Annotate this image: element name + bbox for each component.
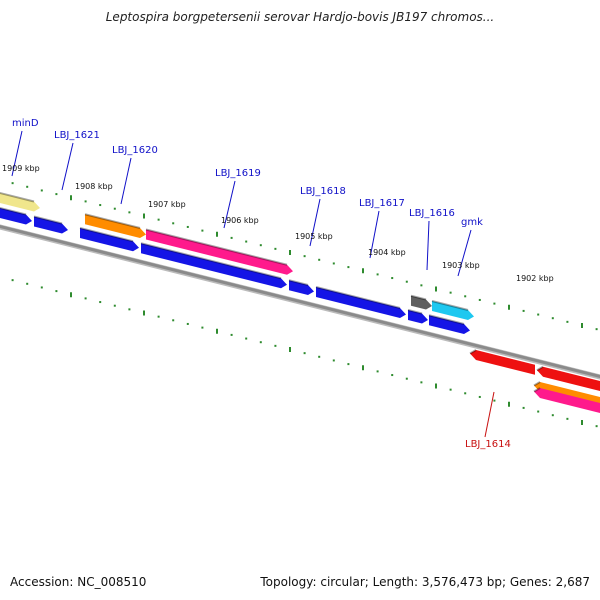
gene-arrow-lbj1618-cds[interactable] (288, 279, 314, 295)
gene-arrow-lbj1621-cds-edge (33, 215, 63, 225)
gene-label-lbj1620: LBJ_1620 (112, 145, 158, 156)
gene-arrow-lbj1616-cog-edge (410, 294, 427, 301)
gene-arrow-gmk-cog-body (432, 301, 474, 320)
gene-label-lbj1614: LBJ_1614 (465, 439, 511, 450)
map-title: Leptospira borgpetersenii serovar Hardjo… (105, 10, 495, 24)
gene-arrow-rev-cog-orange-edge (533, 381, 541, 387)
gene-arrow-lbj1619-cog-body (146, 229, 293, 275)
gene-arrow-lbj1613-cds-body (537, 366, 600, 391)
gene-arrow-lbj1613-cds-edge (536, 365, 544, 372)
gene-label-lbj1616: LBJ_1616 (409, 208, 455, 219)
gene-arrow-lbj1619-cog[interactable] (145, 228, 293, 275)
gene-callout-lbj1617[interactable]: LBJ_1617 (359, 198, 405, 259)
leader-line (61, 142, 74, 191)
accession-label: Accession: NC_008510 (10, 575, 147, 589)
topology-label: Topology: circular; Length: 3,576,473 bp… (260, 575, 590, 589)
gene-arrow-lbj1621-cds-body (34, 216, 68, 234)
gene-arrow-minD-cog-edge (0, 191, 35, 203)
gene-callout-lbj1621[interactable]: LBJ_1621 (54, 130, 100, 191)
gene-callout-lbj1618[interactable]: LBJ_1618 (300, 186, 346, 247)
backbone-ring (0, 224, 600, 380)
gene-arrow-lbj1620-cds-edge (79, 227, 134, 243)
gene-callouts: minD LBJ_1621 LBJ_1620 LBJ_1619 LBJ_1618 LBJ_… (11, 118, 511, 450)
leader-line (426, 220, 430, 271)
gene-arrow-lbj1620-cog-body (85, 214, 146, 238)
gene-arrow-lbj1617-cds[interactable] (315, 286, 406, 318)
gene-arrow-lbj1613-cds[interactable] (536, 365, 600, 394)
leader-line (484, 391, 495, 438)
gene-arrow-lbj1617-cds-body (316, 287, 406, 318)
gene-label-lbj1619: LBJ_1619 (215, 168, 261, 179)
gene-arrow-lbj1616-cog-body (411, 295, 432, 310)
gene-arrow-gmk-cog[interactable] (431, 300, 474, 320)
scale-labels: 1909 kbp 1908 kbp 1907 kbp 1906 kbp 1905 kbp… (2, 164, 554, 283)
leader-line (223, 180, 236, 229)
gene-arrow-lbj1620-cog[interactable] (84, 213, 146, 238)
gene-arrow-lbj1621-cds[interactable] (33, 215, 68, 234)
gene-arrow-lbj1620-cds[interactable] (79, 227, 139, 252)
gene-arrow-lbj1616-cds-body (408, 310, 428, 324)
leader-line (309, 198, 321, 247)
outer-tick-ring (11, 182, 598, 331)
gene-arrow-minD-cds-edge (0, 206, 27, 216)
gene-arrow-lbj1620-cds-body (80, 228, 139, 252)
gene-label-mind: minD (12, 118, 39, 129)
gene-label-gmk: gmk (461, 217, 483, 228)
gene-arrow-lbj1619-cds[interactable] (140, 242, 287, 289)
leader-line (457, 229, 472, 277)
gene-arrow-lbj1620-cog-edge (84, 213, 141, 229)
gene-arrow-lbj1619-cds-edge (140, 242, 282, 280)
gene-arrow-rev-cog-pink-edge (533, 387, 541, 393)
gene-arrow-lbj1619-cog-edge (145, 228, 288, 266)
gene-arrow-minD-cds[interactable] (0, 206, 32, 225)
gene-arrow-minD-cog-body (0, 193, 40, 212)
scale-label: 1902 kbp (516, 274, 554, 283)
gene-arrow-lbj1614-cds-edge (469, 349, 477, 355)
gene-arrow-lbj1619-cds-body (141, 243, 287, 289)
scale-label: 1907 kbp (148, 200, 186, 209)
backbone-line (0, 224, 600, 379)
gene-label-lbj1617: LBJ_1617 (359, 198, 405, 209)
leader-line (369, 210, 380, 259)
scale-label: 1903 kbp (442, 261, 480, 270)
gene-arrow-lbj1618-cds-edge (288, 279, 309, 286)
gene-callout-lbj1616[interactable]: LBJ_1616 (409, 208, 455, 271)
gene-arrow-lbj1614-cds[interactable] (469, 349, 535, 375)
gene-callout-gmk[interactable]: gmk (457, 217, 483, 277)
leader-line (120, 157, 132, 205)
gene-features (0, 191, 600, 416)
scale-label: 1905 kbp (295, 232, 333, 241)
gene-callout-mind[interactable]: minD (11, 118, 39, 177)
gene-arrow-minD-cds-body (0, 208, 32, 225)
gene-arrow-lbj1618-cds-body (289, 280, 314, 295)
gene-arrow-lbj1616-cds-edge (407, 309, 423, 315)
scale-label: 1906 kbp (221, 216, 259, 225)
gene-arrow-lbj1616-cds[interactable] (407, 309, 428, 324)
gene-arrow-rev-cog-pink-body (534, 388, 600, 413)
gene-arrow-gmk-cds-edge (428, 314, 465, 325)
gene-arrow-lbj1617-cds-edge (315, 286, 401, 309)
gene-callout-lbj1620[interactable]: LBJ_1620 (112, 145, 158, 205)
gene-label-lbj1621: LBJ_1621 (54, 130, 100, 141)
gene-callout-lbj1614[interactable]: LBJ_1614 (465, 391, 511, 450)
scale-label: 1904 kbp (368, 248, 406, 257)
gene-arrow-lbj1614-cds-body (470, 350, 535, 375)
gene-arrow-gmk-cog-edge (431, 300, 469, 311)
gene-arrow-gmk-cds[interactable] (428, 314, 470, 334)
gene-arrow-lbj1616-cog[interactable] (410, 294, 432, 310)
gene-callout-lbj1619[interactable]: LBJ_1619 (215, 168, 261, 229)
leader-line (11, 130, 23, 177)
scale-label: 1909 kbp (2, 164, 40, 173)
scale-label: 1908 kbp (75, 182, 113, 191)
gene-label-lbj1618: LBJ_1618 (300, 186, 346, 197)
gene-arrow-rev-cog-pink[interactable] (533, 387, 600, 416)
gene-arrow-minD-cog[interactable] (0, 191, 40, 212)
gene-arrow-gmk-cds-body (429, 315, 470, 334)
inner-tick-ring (11, 279, 598, 428)
